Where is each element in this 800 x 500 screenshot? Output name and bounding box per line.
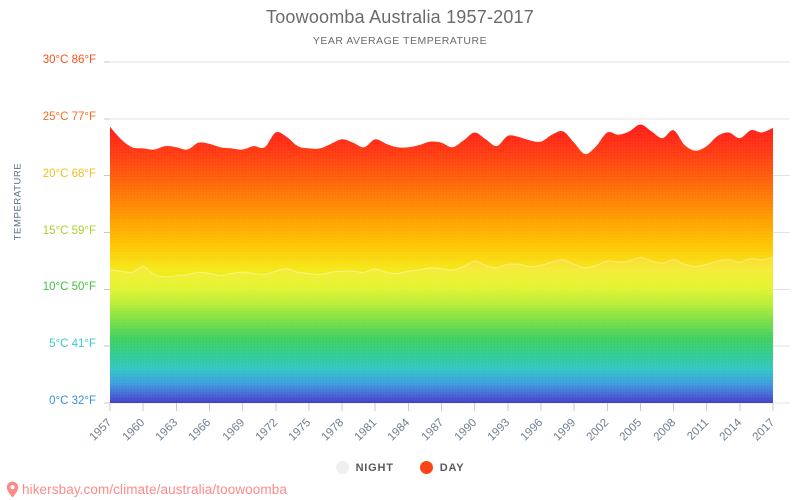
y-axis-label: 30°C 86°F: [42, 54, 96, 66]
y-axis-label: 15°C 59°F: [42, 224, 96, 237]
legend-label-day: DAY: [439, 461, 465, 474]
legend-label-night: NIGHT: [355, 461, 394, 474]
chart-subtitle: YEAR AVERAGE TEMPERATURE: [312, 35, 488, 47]
axis-ticks: [104, 61, 774, 411]
night-area-fill: [110, 257, 773, 403]
page-title: Toowoomba Australia 1957-2017: [266, 7, 534, 27]
legend: NIGHT DAY: [0, 461, 800, 474]
area-texture: [110, 124, 773, 404]
map-pin-icon: [6, 481, 19, 498]
day-dot-icon: [419, 461, 433, 474]
y-axis-label: 0°C 32°F: [49, 395, 96, 407]
y-axis-label: 20°C 68°F: [42, 167, 96, 180]
footer-url[interactable]: hikersbay.com/climate/australia/toowoomb…: [22, 482, 287, 497]
y-axis-label: 10°C 50°F: [42, 281, 96, 294]
y-axis-label: 25°C 77°F: [42, 110, 96, 123]
night-dot-icon: [335, 461, 349, 474]
night-line: [109, 256, 774, 278]
legend-item-day[interactable]: DAY: [419, 461, 465, 474]
legend-item-night[interactable]: NIGHT: [335, 461, 394, 474]
temperature-area: [110, 124, 773, 404]
footer[interactable]: hikersbay.com/climate/australia/toowoomb…: [6, 481, 287, 498]
night-band-boundary: [109, 256, 774, 403]
y-axis-label: 5°C 41°F: [49, 338, 96, 351]
